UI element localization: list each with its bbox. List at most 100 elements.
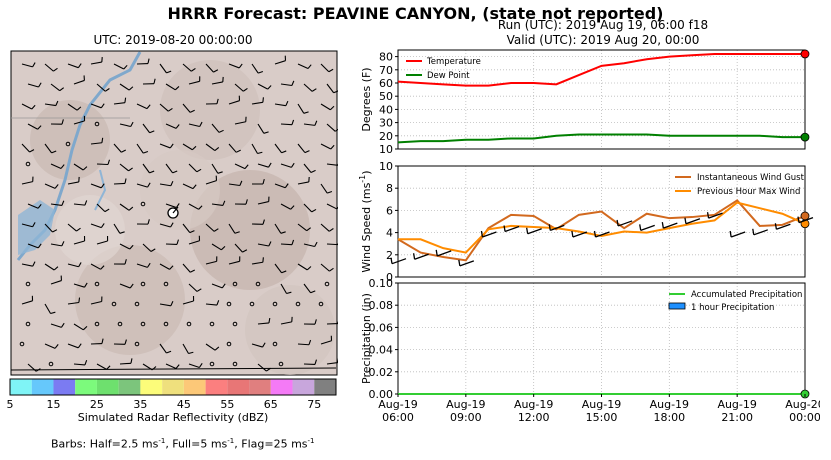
wind-barb <box>303 359 317 365</box>
wind-barb <box>320 263 334 272</box>
wind-barb <box>280 80 295 87</box>
wind-barb <box>90 263 105 270</box>
y-tick-label: 6 <box>386 204 393 217</box>
wind-barb <box>73 115 86 125</box>
wind-barb <box>774 223 791 230</box>
wind-barb <box>234 243 248 253</box>
calm-wind-marker <box>226 341 232 347</box>
wind-barb <box>136 182 151 188</box>
map-panel <box>10 50 338 376</box>
wind-barb <box>27 243 42 249</box>
wind-barb <box>303 319 317 325</box>
wind-barb <box>297 223 312 232</box>
wind-barb <box>188 363 203 368</box>
wind-barb <box>228 223 240 234</box>
colorbar-tick-label: 45 <box>177 398 191 411</box>
wind-barb <box>280 119 295 126</box>
wind-barb <box>326 320 338 325</box>
wind-barb <box>159 263 174 270</box>
wind-barb <box>67 63 82 69</box>
wind-barb <box>50 163 65 169</box>
calm-wind-marker <box>134 301 140 307</box>
calm-wind-marker <box>232 361 238 367</box>
wind-barb <box>458 259 475 267</box>
wind-barb <box>280 239 295 246</box>
wind-barb <box>44 143 57 154</box>
wind-barb <box>616 219 633 227</box>
wind-barb <box>119 203 134 211</box>
calm-wind-marker <box>295 301 301 307</box>
x-tick-label-time: 18:00 <box>653 411 685 424</box>
wind-barb <box>326 357 338 365</box>
wind-barb <box>113 143 127 153</box>
wind-barb <box>73 282 88 288</box>
colorbar-segment <box>227 379 250 395</box>
wind-barb <box>251 342 266 348</box>
wind-barb <box>50 83 65 92</box>
wind-barb <box>274 223 286 234</box>
wind-barb <box>90 338 104 345</box>
creek-line <box>94 169 107 211</box>
colorbar-tick-label: 75 <box>307 398 321 411</box>
calm-wind-marker <box>186 321 192 327</box>
x-tick-label-date: Aug-19 <box>378 398 417 411</box>
colorbar-tick-label: 25 <box>90 398 104 411</box>
wind-barb <box>136 103 151 110</box>
wind-barb <box>280 316 293 325</box>
wind-barb <box>165 163 178 174</box>
terrain-shade <box>245 285 335 375</box>
colorbar-tick-label: 5 <box>7 398 14 411</box>
wind-barb <box>159 180 174 187</box>
wind-barb <box>21 222 36 228</box>
wind-barb <box>21 62 36 68</box>
calm-wind-marker <box>94 121 100 127</box>
calm-wind-marker <box>25 161 31 167</box>
wind-barb <box>205 63 219 73</box>
wind-barb <box>503 225 520 233</box>
wind-barb <box>593 230 610 238</box>
wind-barb <box>257 123 269 134</box>
terrain-shade <box>140 150 220 230</box>
colorbar-segment <box>10 379 32 395</box>
wind-barb <box>90 57 103 65</box>
wind-barb <box>73 360 88 366</box>
calm-wind-marker <box>232 321 238 327</box>
wind-barb <box>90 183 105 189</box>
wind-barb <box>119 83 134 91</box>
wind-barb <box>251 179 265 185</box>
wind-barb <box>50 322 65 328</box>
wind-barb <box>182 263 195 273</box>
wind-barb <box>274 55 287 65</box>
colorbar-frame <box>9 378 337 396</box>
wind-barb <box>234 83 248 92</box>
colorbar-tick-label: 55 <box>220 398 234 411</box>
wind-barb <box>159 343 172 354</box>
wind-barb <box>182 295 195 305</box>
wind-barb <box>67 343 82 349</box>
y-tick-label: 0 <box>386 271 393 284</box>
colorbar-tick-label: 15 <box>46 398 60 411</box>
wind-barb <box>228 95 241 105</box>
figure-title: HRRR Forecast: PEAVINE CANYON, (state no… <box>167 4 664 23</box>
wind-barb <box>661 222 678 229</box>
wind-barb <box>96 83 110 92</box>
wind-barb <box>205 300 220 306</box>
wind-barb <box>297 263 312 271</box>
calm-wind-marker <box>65 141 71 147</box>
wind-barb <box>119 243 134 250</box>
wind-barb <box>21 103 36 110</box>
wind-barb <box>165 83 180 91</box>
wind-barb <box>297 176 310 185</box>
wind-barb <box>21 176 34 185</box>
wind-barb <box>211 243 226 251</box>
wind-barb <box>188 283 202 292</box>
calm-wind-marker <box>209 361 215 367</box>
calm-wind-marker <box>94 281 100 287</box>
terrain-shade <box>30 100 110 180</box>
wind-barb <box>251 257 264 265</box>
wind-barb <box>90 296 103 305</box>
y-tick-label: 10 <box>379 143 393 156</box>
colorbar-segment <box>249 379 271 395</box>
map-title: UTC: 2019-08-20 00:00:00 <box>93 33 253 47</box>
wind-barb <box>73 200 88 206</box>
